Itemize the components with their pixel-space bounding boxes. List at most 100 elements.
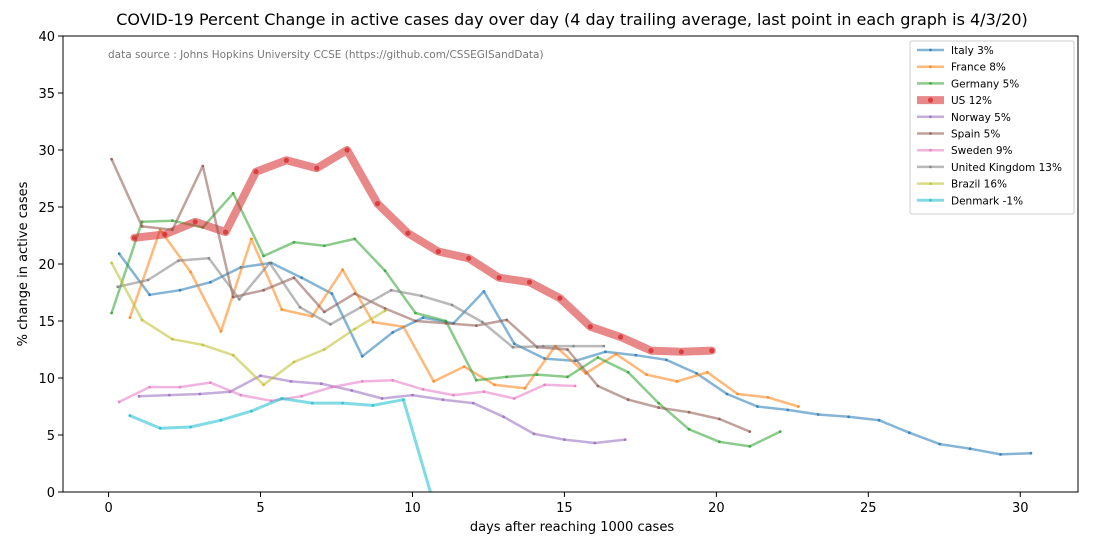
data-point: [116, 285, 120, 289]
data-point: [687, 427, 691, 431]
series-9: [128, 397, 435, 505]
series-7: [116, 256, 606, 349]
data-point: [411, 393, 414, 397]
data-point: [117, 252, 121, 256]
data-source-note: data source : Johns Hopkins University C…: [108, 49, 544, 61]
data-point: [250, 237, 253, 241]
data-point: [432, 502, 435, 505]
data-point: [466, 255, 472, 261]
data-point: [140, 225, 144, 228]
data-point: [146, 278, 150, 282]
data-point: [496, 275, 502, 281]
data-point: [162, 231, 168, 237]
data-point: [705, 370, 709, 374]
data-point: [766, 396, 770, 399]
data-point: [493, 383, 496, 387]
data-point: [319, 382, 323, 386]
x-tick-label: 5: [256, 501, 264, 516]
y-tick-label: 35: [38, 87, 55, 102]
data-point: [502, 415, 505, 419]
series-line: [117, 252, 1033, 456]
data-point: [414, 311, 417, 315]
y-axis-label: % change in active cases: [16, 181, 31, 346]
data-point: [526, 279, 533, 285]
data-point: [432, 380, 436, 383]
data-point: [482, 290, 486, 293]
data-point: [736, 392, 739, 396]
data-point: [359, 305, 363, 309]
data-point: [623, 438, 627, 441]
data-point: [148, 293, 152, 297]
data-point: [128, 316, 132, 319]
data-point: [687, 410, 691, 414]
data-point: [207, 256, 211, 260]
data-point: [756, 405, 759, 408]
data-point: [300, 394, 303, 398]
data-point: [231, 353, 235, 357]
data-point: [797, 405, 800, 408]
data-point: [593, 441, 597, 445]
data-point: [505, 375, 509, 379]
data-point: [283, 157, 289, 163]
legend-label: Denmark -1%: [951, 195, 1023, 207]
data-point: [209, 381, 212, 384]
data-point: [391, 331, 395, 334]
data-point: [171, 337, 174, 341]
data-point: [223, 229, 229, 235]
data-point: [543, 383, 547, 387]
data-point: [383, 307, 387, 310]
legend-label: United Kingdom 13%: [951, 162, 1062, 174]
data-point: [201, 164, 205, 168]
legend-marker: [929, 115, 932, 119]
data-point: [148, 385, 152, 389]
y-tick-label: 40: [38, 30, 55, 45]
data-point: [360, 354, 364, 358]
data-point: [292, 276, 296, 280]
data-point: [678, 349, 685, 355]
data-point: [380, 397, 384, 400]
data-point: [614, 352, 618, 356]
x-tick-label: 0: [104, 501, 112, 516]
data-point: [999, 453, 1002, 456]
data-point: [725, 392, 729, 396]
data-point: [300, 276, 303, 280]
data-point: [566, 348, 569, 351]
data-point: [177, 259, 180, 262]
data-point: [237, 297, 241, 301]
legend-entry: Italy 3%: [917, 45, 994, 57]
legend-marker: [929, 165, 932, 169]
data-point: [664, 358, 668, 362]
data-point: [462, 365, 466, 368]
data-point: [219, 329, 223, 333]
series-line: [117, 379, 577, 404]
data-point: [189, 270, 193, 274]
data-point: [474, 324, 478, 327]
data-point: [563, 438, 566, 441]
series-0: [117, 252, 1033, 456]
data-point: [566, 375, 569, 379]
data-point: [557, 295, 563, 301]
data-point: [253, 169, 259, 175]
data-point: [280, 397, 284, 400]
data-point: [938, 442, 942, 446]
data-point: [512, 342, 516, 346]
data-point: [778, 430, 782, 433]
data-point: [405, 230, 411, 236]
data-point: [675, 380, 679, 383]
legend-entry: Brazil 16%: [917, 179, 1007, 191]
data-point: [444, 319, 448, 323]
data-point: [512, 397, 516, 400]
data-point: [189, 425, 193, 429]
data-point: [383, 269, 387, 273]
legend-entry: United Kingdom 13%: [917, 162, 1062, 174]
data-point: [648, 348, 654, 354]
data-point: [371, 404, 375, 407]
series-line: [110, 157, 752, 433]
data-point: [292, 240, 296, 244]
legend-entry: US 12%: [917, 95, 992, 107]
data-point: [209, 280, 212, 284]
legend-entry: Germany 5%: [917, 78, 1019, 90]
series-3: [130, 146, 716, 356]
legend-marker: [927, 97, 934, 103]
